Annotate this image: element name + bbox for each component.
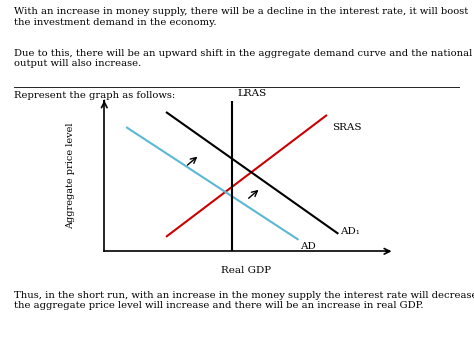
- Text: With an increase in money supply, there will be a decline in the interest rate, : With an increase in money supply, there …: [14, 7, 468, 27]
- Text: SRAS: SRAS: [332, 123, 361, 132]
- Text: AD₁: AD₁: [340, 227, 360, 236]
- Text: LRAS: LRAS: [238, 89, 267, 98]
- Text: Represent the graph as follows:: Represent the graph as follows:: [14, 90, 175, 100]
- Text: Due to this, there will be an upward shift in the aggregate demand curve and the: Due to this, there will be an upward shi…: [14, 49, 473, 68]
- Text: Aggregate price level: Aggregate price level: [66, 123, 74, 229]
- Text: Thus, in the short run, with an increase in the money supply the interest rate w: Thus, in the short run, with an increase…: [14, 291, 474, 310]
- Text: AD: AD: [301, 242, 316, 251]
- Text: Real GDP: Real GDP: [221, 266, 272, 275]
